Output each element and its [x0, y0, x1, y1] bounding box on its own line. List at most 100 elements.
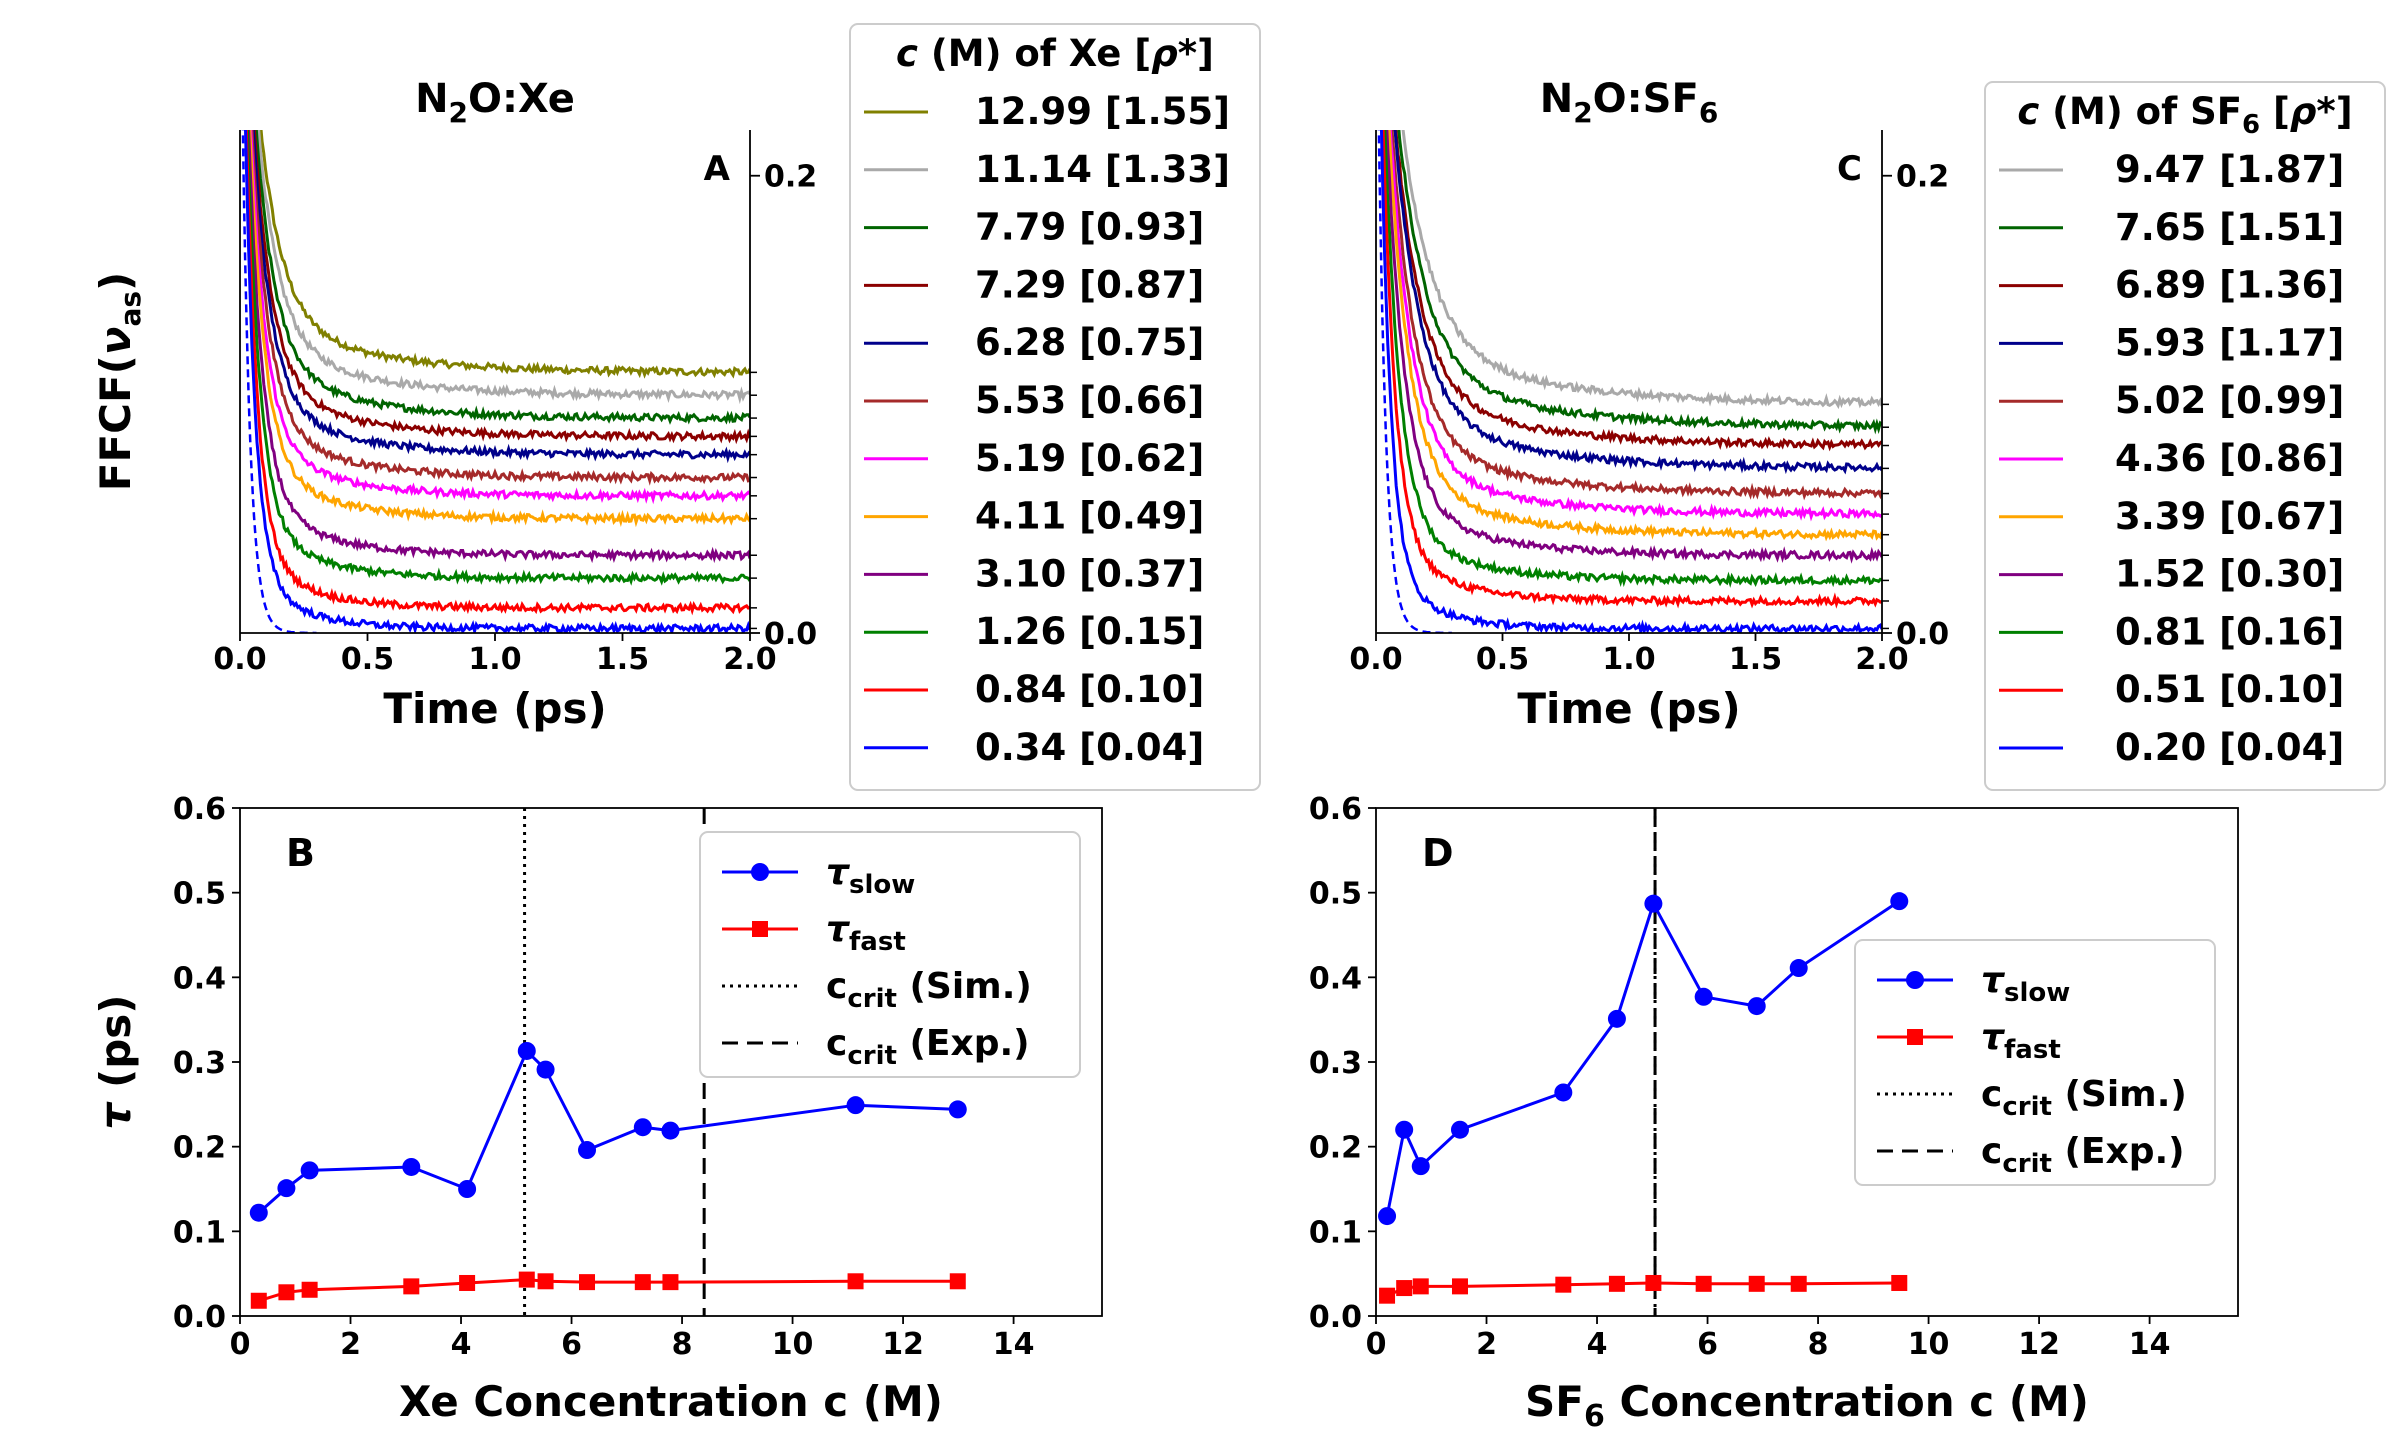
data-point	[662, 1274, 679, 1291]
x-tick-label: 0.0	[213, 642, 266, 677]
data-point	[846, 1096, 865, 1115]
y-tick-label: 0.3	[173, 1046, 226, 1081]
series-10-curve	[244, 130, 750, 616]
legend-D: τslow τfast ccrit (Sim.) ccrit (Exp.)	[1854, 939, 2216, 1186]
y-tick-label: 0.5	[1309, 877, 1362, 912]
data-point	[277, 1179, 296, 1198]
series-2-curve	[1394, 130, 1882, 452]
legend-entry: 5.02 [0.99]	[2115, 379, 2344, 422]
legend-entry: ccrit (Exp.)	[826, 1023, 1030, 1071]
legend-C: c (M) of SF6 [ρ*] 9.47 [1.87] 7.65 [1.51] 6…	[1984, 81, 2386, 791]
series-2-curve	[254, 130, 750, 425]
data-point	[1450, 1120, 1469, 1139]
data-point	[1451, 1278, 1468, 1295]
data-point	[948, 1100, 967, 1119]
data-point	[518, 1271, 535, 1288]
data-point	[250, 1292, 267, 1309]
series-5-curve	[250, 130, 750, 486]
legend-entry: 1.52 [0.30]	[2115, 553, 2344, 596]
data-point	[1396, 1280, 1413, 1297]
series-4-curve	[251, 130, 750, 464]
x-tick-label: 4	[451, 1327, 472, 1362]
data-point	[1554, 1083, 1573, 1102]
legend-frame	[1854, 939, 2216, 1186]
series-9-curve	[1381, 130, 1882, 609]
x-tick-label: 8	[672, 1327, 693, 1362]
legend-entry: 6.89 [1.36]	[2115, 264, 2344, 307]
legend-marker	[751, 863, 769, 881]
legend-entry: 5.53 [0.66]	[975, 379, 1204, 422]
legend-entry: ccrit (Sim.)	[826, 966, 1032, 1014]
series-8-curve	[247, 130, 750, 564]
panel-title: N2O:SF6	[1540, 76, 1719, 129]
legend-frame	[699, 831, 1081, 1078]
x-tick-label: 10	[772, 1327, 814, 1362]
legend-B: τslow τfast ccrit (Sim.) ccrit (Exp.)	[699, 831, 1081, 1078]
series-8-curve	[1383, 130, 1882, 588]
x-tick-label: 12	[882, 1327, 924, 1362]
data-point	[537, 1273, 554, 1290]
data-point	[459, 1274, 476, 1291]
x-axis-label: Xe Concentration c (M)	[399, 1377, 943, 1426]
y-axis-label: FFCF(νas)	[91, 272, 147, 491]
y-tick-label: 0.0	[764, 617, 817, 652]
legend-entry: 0.51 [0.10]	[2115, 668, 2344, 711]
x-axis-label: Time (ps)	[1517, 684, 1740, 733]
x-tick-label: 2.0	[723, 642, 776, 677]
x-axis-label: Time (ps)	[383, 684, 606, 733]
legend-entry: 1.26 [0.15]	[975, 610, 1204, 653]
x-tick-label: 2	[340, 1327, 361, 1362]
legend-marker	[752, 921, 768, 937]
x-tick-label: 12	[2018, 1327, 2060, 1362]
data-point	[1411, 1157, 1430, 1176]
data-point	[634, 1274, 651, 1291]
legend-entry: 7.29 [0.87]	[975, 263, 1204, 306]
legend-A: c (M) of Xe [ρ*] 12.99 [1.55] 11.14 [1.33]…	[849, 23, 1261, 791]
legend-frame	[1984, 81, 2386, 791]
y-tick-label: 0.2	[173, 1131, 226, 1166]
series-4-curve	[1390, 130, 1882, 501]
series-5-curve	[1388, 130, 1882, 522]
legend-entry: 3.39 [0.67]	[2115, 495, 2344, 538]
legend-entry: τslow	[826, 852, 915, 900]
legend-entry: 0.20 [0.04]	[2115, 726, 2344, 769]
x-tick-label: 1.5	[1729, 642, 1782, 677]
series-10-curve	[1379, 130, 1882, 633]
y-tick-label: 0.6	[1309, 792, 1362, 827]
legend-entry: 0.34 [0.04]	[975, 726, 1204, 769]
x-tick-label: 1.5	[596, 642, 649, 677]
legend-entry: 6.28 [0.75]	[975, 321, 1204, 364]
x-tick-label: 10	[1908, 1327, 1950, 1362]
panel-label: D	[1422, 831, 1454, 875]
y-tick-label: 0.2	[1896, 160, 1949, 195]
data-point	[847, 1273, 864, 1290]
legend-entry: τslow	[1981, 960, 2070, 1008]
legend-entry: τfast	[826, 909, 906, 957]
legend-entry: 7.65 [1.51]	[2115, 206, 2344, 249]
series-7-curve	[248, 130, 750, 528]
data-point	[1412, 1278, 1429, 1295]
x-tick-label: 0	[230, 1327, 251, 1362]
legend-marker	[1907, 1029, 1923, 1045]
x-tick-label: 6	[1697, 1327, 1718, 1362]
data-point	[633, 1118, 652, 1137]
series-9-curve	[246, 130, 750, 586]
data-point	[1891, 1274, 1908, 1291]
legend-entry: 3.10 [0.37]	[975, 552, 1204, 595]
legend-frame	[849, 23, 1261, 791]
y-tick-label: 0.6	[173, 792, 226, 827]
y-tick-label: 0.4	[1309, 961, 1362, 996]
data-point	[1608, 1275, 1625, 1292]
data-point	[1789, 959, 1808, 978]
y-tick-label: 0.4	[173, 961, 226, 996]
data-point	[1555, 1276, 1572, 1293]
data-point	[536, 1060, 555, 1079]
legend-entry: 12.99 [1.55]	[975, 90, 1230, 133]
panel-label: A	[704, 149, 731, 189]
series-0-line	[1385, 899, 1901, 1217]
y-tick-label: 0.2	[1309, 1131, 1362, 1166]
series-3-curve	[252, 130, 750, 445]
